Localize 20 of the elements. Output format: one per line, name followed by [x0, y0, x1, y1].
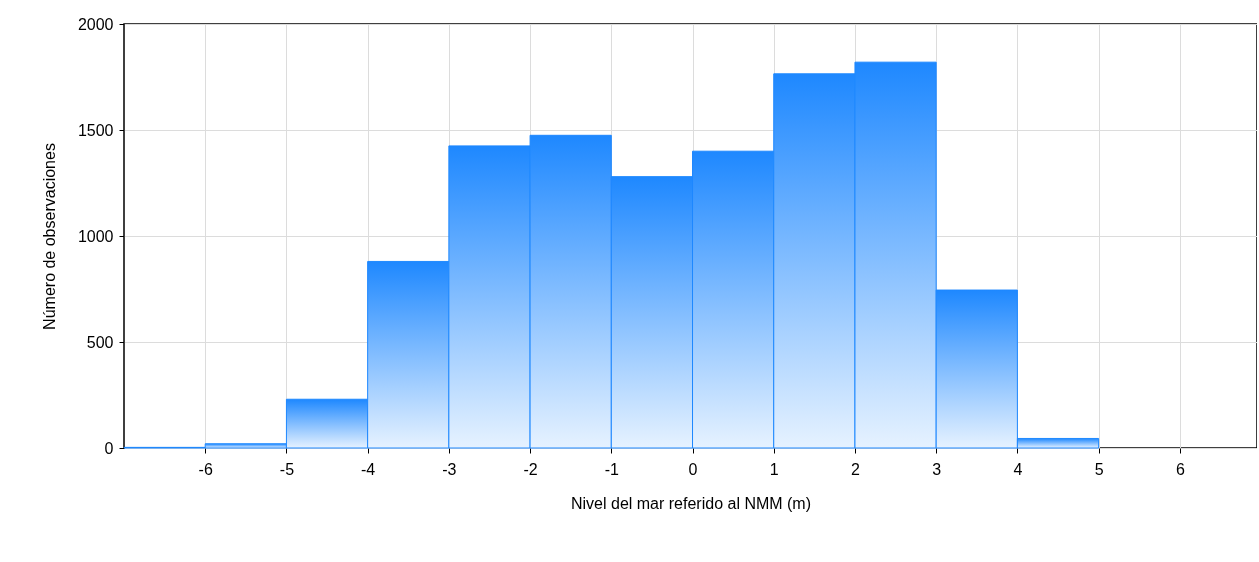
x-tick-label: -2 [523, 460, 538, 478]
x-tick-label: -4 [361, 460, 376, 478]
x-tick-label: -5 [279, 460, 295, 478]
x-tick-label: 6 [1175, 460, 1185, 478]
y-tick-label: 0 [104, 439, 114, 457]
y-tick-label: 1500 [77, 121, 114, 139]
x-tick-label: 1 [769, 460, 779, 478]
x-tick-label: 2 [851, 460, 861, 478]
x-tick-label: -1 [604, 460, 620, 478]
x-tick-label: 4 [1013, 460, 1023, 478]
y-axis-title: Número de observaciones [40, 143, 58, 330]
y-tick-label: 1000 [77, 227, 114, 245]
x-tick-label: -3 [442, 460, 457, 478]
x-axis-title: Nivel del mar referido al NMM (m) [570, 494, 812, 512]
y-tick-label: 2000 [77, 15, 114, 33]
x-tick-label: 0 [688, 460, 698, 478]
x-tick-label: 3 [932, 460, 942, 478]
x-tick-label: -6 [198, 460, 213, 478]
y-tick-label: 500 [86, 333, 114, 351]
x-tick-label: 5 [1094, 460, 1104, 478]
